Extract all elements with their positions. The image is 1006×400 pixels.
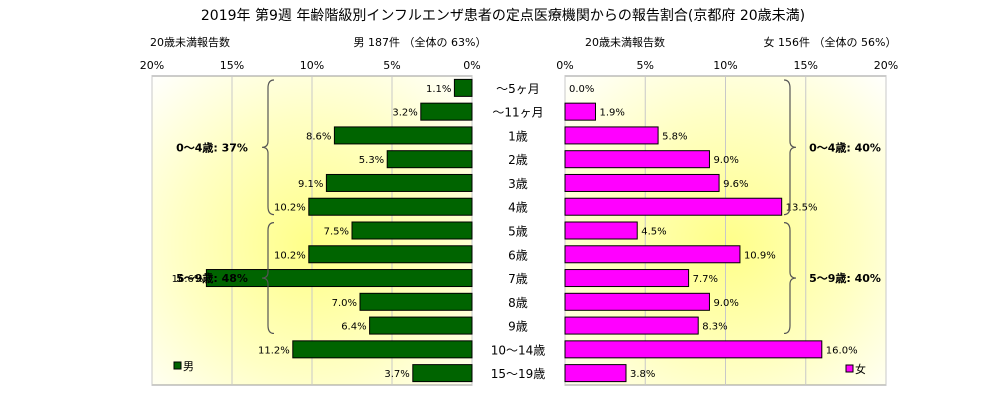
right-tick-label: 5% bbox=[637, 59, 654, 72]
category-label: 1歳 bbox=[508, 129, 528, 143]
male-bar bbox=[369, 316, 473, 335]
male-bar bbox=[420, 102, 473, 121]
female-value-label: 10.9% bbox=[744, 250, 776, 261]
left-group-brace bbox=[261, 79, 275, 216]
left-group-brace bbox=[261, 222, 275, 335]
left-tick-label: 15% bbox=[220, 59, 244, 72]
category-label: 2歳 bbox=[508, 153, 528, 167]
female-value-label: 0.0% bbox=[569, 84, 594, 95]
left-caption-count: 20歳未満報告数 bbox=[150, 36, 230, 49]
male-value-label: 9.1% bbox=[298, 179, 323, 190]
male-value-label: 1.1% bbox=[426, 84, 451, 95]
male-legend-swatch bbox=[173, 361, 182, 370]
left-group-annotation: 0〜4歳: 37% bbox=[176, 140, 248, 154]
male-value-label: 7.0% bbox=[332, 298, 357, 309]
female-legend-swatch bbox=[845, 364, 854, 373]
female-bar bbox=[564, 316, 699, 335]
right-group-annotation: 0〜4歳: 40% bbox=[809, 140, 881, 154]
category-label: 15〜19歳 bbox=[491, 367, 546, 381]
male-value-label: 16.6% bbox=[172, 274, 204, 285]
female-value-label: 8.3% bbox=[702, 322, 727, 333]
category-label: 3歳 bbox=[508, 177, 528, 191]
chart-title: 2019年 第9週 年齢階級別インフルエンザ患者の定点医療機関からの報告割合(京… bbox=[201, 7, 805, 24]
right-tick-label: 10% bbox=[713, 59, 737, 72]
left-group-annotation: 5〜9歳: 48% bbox=[176, 271, 248, 285]
male-bar bbox=[292, 340, 473, 359]
female-value-label: 7.7% bbox=[693, 274, 718, 285]
right-tick-label: 0% bbox=[556, 59, 573, 72]
right-caption-count: 20歳未満報告数 bbox=[585, 36, 665, 49]
female-bar bbox=[564, 245, 741, 264]
left-caption-total: 男 187件 （全体の 63%） bbox=[354, 35, 487, 49]
female-bar bbox=[564, 221, 638, 240]
male-bar bbox=[351, 221, 473, 240]
male-bar bbox=[308, 197, 473, 216]
left-tick-label: 0% bbox=[463, 59, 480, 72]
left-tick-label: 20% bbox=[140, 59, 164, 72]
right-caption-total: 女 156件 （全体の 56%） bbox=[764, 35, 897, 49]
female-bar bbox=[564, 197, 783, 216]
female-bar bbox=[564, 126, 659, 145]
category-label: 8歳 bbox=[508, 296, 528, 310]
female-value-label: 16.0% bbox=[826, 345, 858, 356]
male-value-label: 7.5% bbox=[324, 227, 349, 238]
male-value-label: 10.2% bbox=[274, 250, 306, 261]
male-bar bbox=[205, 269, 473, 288]
male-value-label: 10.2% bbox=[274, 203, 306, 214]
male-bar bbox=[453, 78, 473, 97]
female-value-label: 3.8% bbox=[630, 369, 655, 380]
female-value-label: 9.6% bbox=[723, 179, 748, 190]
category-label: 4歳 bbox=[508, 201, 528, 215]
male-bar bbox=[325, 173, 473, 192]
male-bar bbox=[333, 126, 473, 145]
right-tick-label: 15% bbox=[794, 59, 818, 72]
female-value-label: 9.0% bbox=[713, 298, 738, 309]
female-bar bbox=[564, 292, 710, 311]
category-label: 5歳 bbox=[508, 225, 528, 239]
male-value-label: 5.3% bbox=[359, 155, 384, 166]
male-value-label: 11.2% bbox=[258, 345, 290, 356]
right-group-annotation: 5〜9歳: 40% bbox=[809, 271, 881, 285]
male-bar bbox=[359, 292, 473, 311]
female-bar bbox=[564, 102, 596, 121]
male-bar bbox=[308, 245, 473, 264]
female-value-label: 1.9% bbox=[599, 108, 624, 119]
female-bar bbox=[564, 364, 627, 383]
male-value-label: 3.7% bbox=[384, 369, 409, 380]
female-legend-label: 女 bbox=[855, 362, 866, 376]
male-value-label: 8.6% bbox=[306, 131, 331, 142]
category-label: 9歳 bbox=[508, 320, 528, 334]
left-tick-label: 5% bbox=[383, 59, 400, 72]
right-tick-label: 20% bbox=[874, 59, 898, 72]
category-label: 10〜14歳 bbox=[491, 343, 546, 357]
category-label: 〜5ヶ月 bbox=[496, 82, 540, 96]
female-value-label: 13.5% bbox=[786, 203, 818, 214]
male-bar bbox=[386, 150, 473, 169]
female-bar bbox=[564, 340, 823, 359]
female-bar bbox=[564, 150, 710, 169]
right-group-brace bbox=[783, 222, 797, 335]
male-value-label: 6.4% bbox=[341, 322, 366, 333]
female-bar bbox=[564, 173, 720, 192]
right-group-brace bbox=[783, 79, 797, 216]
female-bar bbox=[564, 269, 690, 288]
category-label: 6歳 bbox=[508, 248, 528, 262]
male-bar bbox=[412, 364, 473, 383]
male-legend-label: 男 bbox=[183, 360, 194, 373]
female-value-label: 9.0% bbox=[713, 155, 738, 166]
male-value-label: 3.2% bbox=[392, 108, 417, 119]
category-label: 〜11ヶ月 bbox=[492, 106, 543, 120]
left-tick-label: 10% bbox=[300, 59, 324, 72]
category-label: 7歳 bbox=[508, 272, 528, 286]
female-value-label: 5.8% bbox=[662, 131, 687, 142]
female-value-label: 4.5% bbox=[641, 227, 666, 238]
